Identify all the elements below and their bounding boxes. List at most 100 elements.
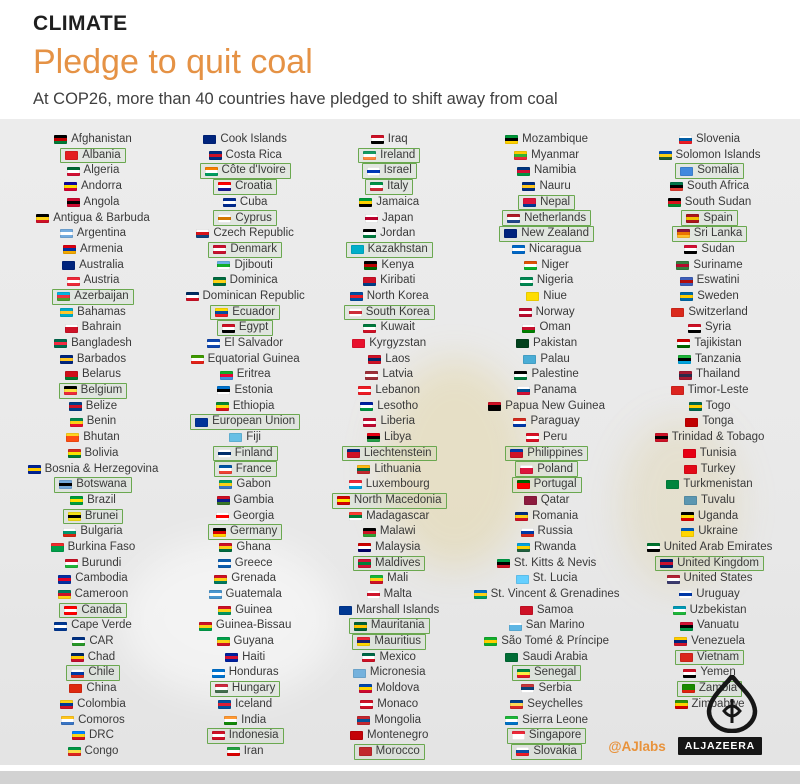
country-column: Iraq Ireland Israel Italy Jamaica Japan Jordan… (331, 132, 447, 765)
country-row: Suriname (676, 258, 743, 274)
flag-icon (362, 527, 376, 537)
country-row: Tonga (685, 414, 734, 430)
country-row: Malaysia (358, 540, 420, 556)
country-row: Burkina Faso (50, 540, 135, 556)
flag-icon (64, 182, 77, 192)
country-name: Seychelles (527, 697, 583, 710)
flag-icon (511, 731, 525, 741)
flag-icon (360, 402, 374, 412)
country-row: South Africa (670, 179, 749, 195)
flag-icon (348, 480, 362, 490)
flag-icon (346, 449, 360, 459)
country-row-pledged: Morocco (353, 743, 425, 760)
country-row: Uruguay (679, 587, 740, 603)
flag-icon (59, 229, 73, 239)
country-name: Denmark (230, 242, 277, 255)
country-name: South Korea (365, 305, 430, 318)
flag-icon (513, 417, 527, 427)
country-row: Bhutan (66, 430, 120, 446)
country-row: Estonia (217, 383, 273, 399)
flag-icon (211, 668, 225, 678)
country-name: Poland (537, 462, 573, 475)
flag-icon (213, 245, 227, 255)
flag-icon (358, 386, 372, 396)
country-name: Panama (533, 384, 577, 397)
country-row-pledged: Denmark (208, 241, 282, 258)
flag-icon (688, 402, 702, 412)
flag-icon (70, 496, 84, 506)
country-row: Cameroon (57, 587, 128, 603)
flag-icon (505, 135, 519, 145)
flag-icon (212, 276, 226, 286)
country-name: Saudi Arabia (522, 650, 588, 663)
country-name: Ethiopia (232, 399, 275, 412)
country-name: Ireland (380, 148, 416, 161)
flag-icon (505, 715, 519, 725)
flag-icon (680, 166, 694, 176)
flag-icon (208, 590, 222, 600)
country-row-pledged: United Kingdom (655, 555, 764, 572)
flag-icon (670, 182, 684, 192)
country-name: Barbados (76, 352, 127, 365)
country-name: Belgium (80, 384, 123, 397)
country-row-pledged: South Korea (343, 304, 435, 321)
country-name: Pakistan (533, 337, 578, 350)
country-name: Solomon Islands (675, 148, 761, 161)
country-name: Iceland (235, 697, 273, 710)
country-row: Australia (62, 258, 124, 274)
country-name: Canada (81, 603, 122, 616)
country-name: Tanzania (695, 352, 742, 365)
flag-icon (522, 182, 536, 192)
country-name: Georgia (233, 509, 275, 522)
country-row: Jamaica (359, 195, 419, 211)
country-row: Kenya (364, 258, 414, 274)
flag-icon (676, 229, 690, 239)
flag-icon (646, 543, 660, 553)
country-row: Dominican Republic (185, 289, 305, 305)
flag-icon (63, 245, 77, 255)
country-row-pledged: Mauritania (348, 618, 430, 634)
country-name: Paraguay (530, 415, 580, 428)
country-name: St. Lucia (532, 572, 578, 585)
country-row: Tunisia (682, 446, 736, 462)
country-name: DRC (89, 729, 114, 742)
page-subtitle: At COP26, more than 40 countries have pl… (33, 90, 558, 108)
country-name: Slovenia (695, 133, 741, 146)
country-row-pledged: Belgium (58, 383, 128, 399)
flag-icon (365, 213, 379, 223)
flag-icon (363, 276, 377, 286)
country-row: Brazil (70, 493, 116, 509)
flag-icon (358, 543, 372, 553)
country-row: Antigua & Barbuda (36, 210, 150, 226)
country-row: Slovenia (678, 132, 741, 148)
country-row-pledged: Vietnam (675, 649, 745, 666)
country-name: North Macedonia (353, 493, 442, 506)
country-row: Turkey (683, 461, 735, 477)
flag-icon (507, 213, 521, 223)
country-row-pledged: Sri Lanka (671, 226, 748, 242)
country-name: Sweden (697, 289, 739, 302)
brand-badge: ALJAZEERA (677, 737, 762, 755)
country-name: Zambia (698, 682, 738, 695)
country-name: Niue (543, 289, 567, 302)
country-name: Ecuador (232, 305, 276, 318)
country-row-pledged: Côte d'Ivoire (199, 163, 291, 180)
country-name: Gambia (233, 493, 274, 506)
country-row: Marshall Islands (339, 603, 439, 619)
country-row: Jordan (363, 226, 415, 242)
flag-icon (66, 166, 80, 176)
country-row: Pakistan (516, 336, 577, 352)
flag-icon (54, 339, 68, 349)
flag-icon (221, 323, 235, 333)
flag-icon (676, 260, 690, 270)
country-name: Italy (387, 180, 409, 193)
country-row: El Salvador (207, 336, 283, 352)
country-row: Lithuania (357, 461, 421, 477)
country-row: Gabon (219, 477, 271, 493)
country-name: Germany (229, 525, 278, 538)
country-row-pledged: Hungary (209, 681, 281, 697)
flag-icon (353, 621, 367, 631)
flag-icon (214, 574, 228, 584)
flag-icon (211, 731, 225, 741)
country-name: Colombia (77, 697, 126, 710)
